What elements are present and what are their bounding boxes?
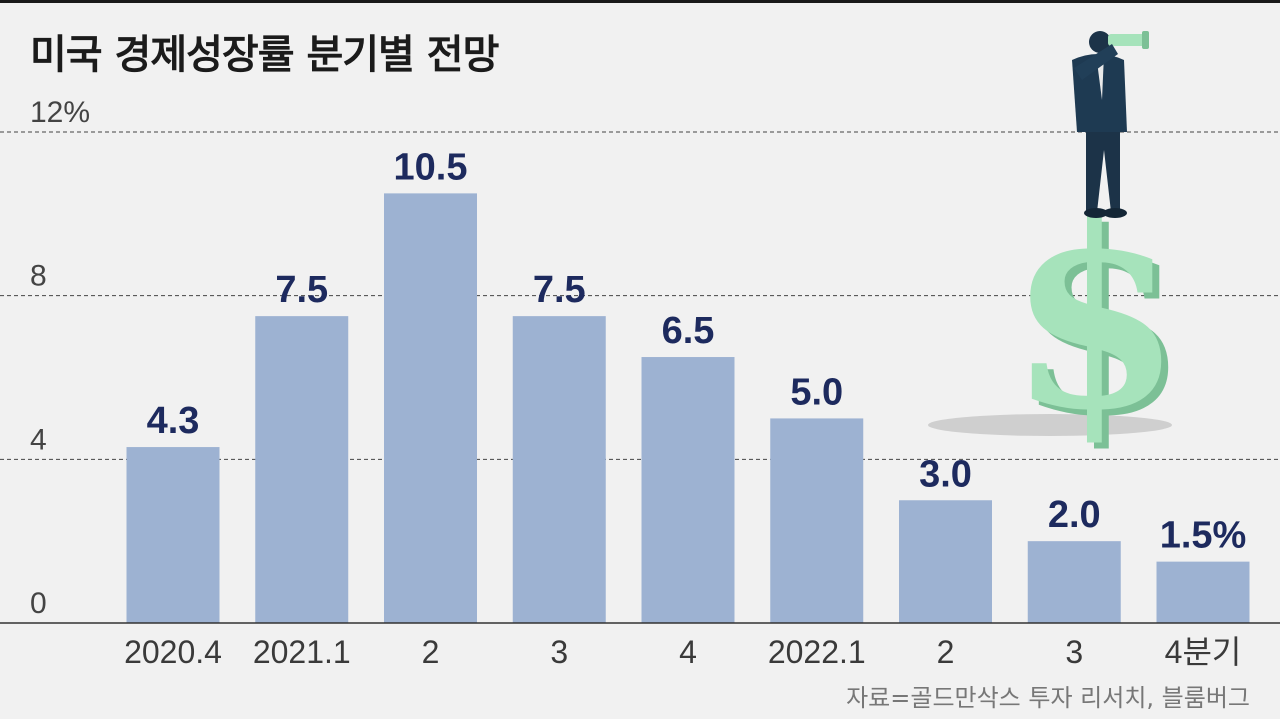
bar: [255, 316, 349, 623]
data-label: 1.5%: [1160, 515, 1247, 557]
x-tick-label: 2020.4: [124, 634, 222, 670]
page-title: 미국 경제성장률 분기별 전망: [30, 32, 499, 78]
x-tick-label: 4: [679, 634, 697, 670]
x-tick-label: 2022.1: [768, 634, 866, 670]
data-label: 7.5: [275, 269, 328, 311]
businessman-icon: [1072, 31, 1149, 218]
x-tick-label: 2021.1: [253, 634, 351, 670]
data-label: 4.3: [147, 400, 200, 442]
source-note: 자료=골드만삭스 투자 리서치, 블룸버그: [846, 684, 1250, 712]
x-tick-label: 4분기: [1165, 634, 1242, 670]
bar: [126, 447, 220, 623]
data-label: 2.0: [1048, 494, 1101, 536]
x-tick-label: 2: [937, 634, 955, 670]
top-border: [0, 0, 1280, 3]
data-label: 7.5: [533, 269, 586, 311]
data-label: 5.0: [790, 371, 843, 413]
bar: [384, 193, 477, 623]
man-with-telescope-on-dollar-icon: $ $: [928, 31, 1189, 471]
y-tick-label: 0: [30, 587, 47, 620]
bar: [770, 418, 864, 623]
bar: [641, 357, 735, 623]
data-label: 3.0: [919, 453, 972, 495]
y-tick-label: 12%: [30, 96, 90, 129]
dollar-sign-icon: $: [1008, 171, 1182, 465]
bar: [512, 316, 606, 623]
dollar-sign-shade: $: [1015, 177, 1189, 471]
data-label: 6.5: [662, 310, 715, 352]
x-tick-label: 2: [422, 634, 440, 670]
bar: [1027, 541, 1121, 623]
x-axis: 2020.4 2021.1 2 3 4 2022.1 2 3 4분기: [0, 622, 1280, 670]
x-tick-label: 3: [1065, 634, 1083, 670]
x-tick-label: 3: [550, 634, 568, 670]
bars: 4.3 7.5 10.5 7.5 6.5 5.0 3.0 2.0 1.5%: [126, 146, 1250, 623]
bar: [899, 500, 992, 623]
y-tick-label: 8: [30, 260, 47, 293]
shadow-icon: [928, 414, 1172, 436]
bar: [1156, 561, 1250, 623]
data-label: 10.5: [394, 146, 468, 188]
y-tick-label: 4: [30, 423, 47, 456]
